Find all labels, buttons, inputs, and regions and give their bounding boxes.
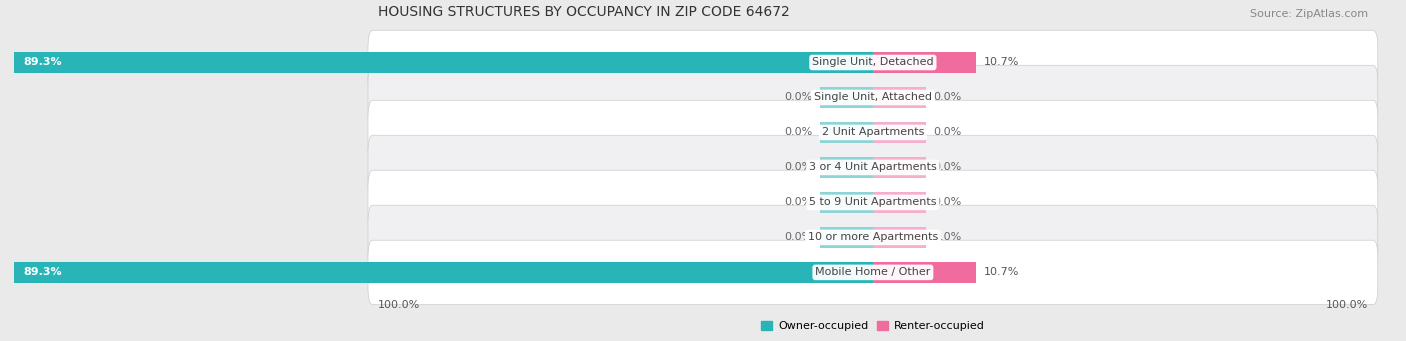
Text: 89.3%: 89.3%: [24, 58, 62, 68]
Bar: [14, 52, 873, 73]
Text: 0.0%: 0.0%: [934, 128, 962, 137]
Text: HOUSING STRUCTURES BY OCCUPANCY IN ZIP CODE 64672: HOUSING STRUCTURES BY OCCUPANCY IN ZIP C…: [378, 5, 789, 19]
Text: Single Unit, Detached: Single Unit, Detached: [813, 58, 934, 68]
Text: 10.7%: 10.7%: [983, 58, 1019, 68]
Text: 100.0%: 100.0%: [378, 300, 420, 310]
Bar: [820, 227, 873, 248]
Text: Source: ZipAtlas.com: Source: ZipAtlas.com: [1250, 9, 1368, 19]
Text: 0.0%: 0.0%: [785, 128, 813, 137]
Text: 5 to 9 Unit Apartments: 5 to 9 Unit Apartments: [808, 197, 936, 207]
Bar: [873, 157, 925, 178]
Text: 0.0%: 0.0%: [934, 233, 962, 242]
Text: 89.3%: 89.3%: [24, 267, 62, 277]
Text: Mobile Home / Other: Mobile Home / Other: [815, 267, 931, 277]
FancyBboxPatch shape: [368, 65, 1378, 130]
Text: 0.0%: 0.0%: [785, 92, 813, 102]
FancyBboxPatch shape: [368, 240, 1378, 305]
FancyBboxPatch shape: [368, 135, 1378, 199]
Bar: [873, 227, 925, 248]
Bar: [820, 122, 873, 143]
Text: 0.0%: 0.0%: [934, 197, 962, 207]
Text: 3 or 4 Unit Apartments: 3 or 4 Unit Apartments: [808, 162, 936, 173]
Bar: [820, 87, 873, 108]
Text: 10 or more Apartments: 10 or more Apartments: [808, 233, 938, 242]
Text: 0.0%: 0.0%: [934, 162, 962, 173]
FancyBboxPatch shape: [368, 170, 1378, 235]
Bar: [14, 262, 873, 283]
Bar: [873, 192, 925, 212]
Text: 0.0%: 0.0%: [934, 92, 962, 102]
Bar: [820, 157, 873, 178]
FancyBboxPatch shape: [368, 30, 1378, 95]
Bar: [820, 192, 873, 212]
Text: 0.0%: 0.0%: [785, 197, 813, 207]
FancyBboxPatch shape: [368, 100, 1378, 165]
Bar: [873, 122, 925, 143]
Text: 0.0%: 0.0%: [785, 162, 813, 173]
Text: 2 Unit Apartments: 2 Unit Apartments: [821, 128, 924, 137]
Bar: [873, 87, 925, 108]
Text: 10.7%: 10.7%: [983, 267, 1019, 277]
Text: 0.0%: 0.0%: [785, 233, 813, 242]
Bar: [873, 52, 976, 73]
Bar: [873, 262, 976, 283]
Text: 100.0%: 100.0%: [1326, 300, 1368, 310]
Text: Single Unit, Attached: Single Unit, Attached: [814, 92, 932, 102]
Legend: Owner-occupied, Renter-occupied: Owner-occupied, Renter-occupied: [756, 316, 988, 336]
FancyBboxPatch shape: [368, 205, 1378, 270]
